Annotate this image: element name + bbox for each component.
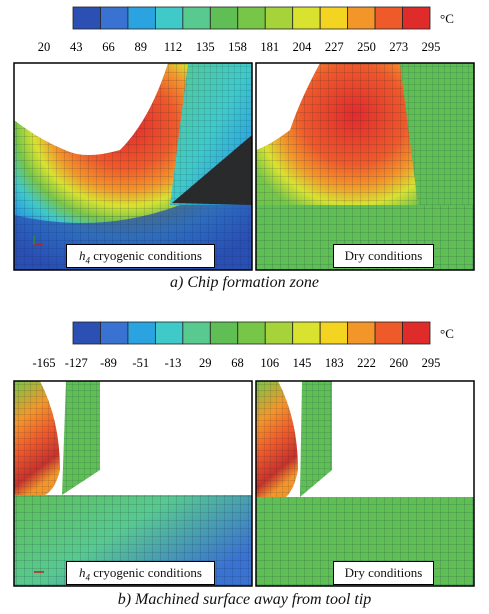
- panel-b-cryogenic-label: h4 cryogenic conditions: [66, 561, 215, 585]
- colorbar-tick-label: 204: [293, 40, 313, 54]
- colorbar-swatch: [319, 6, 349, 30]
- colorbar-tick-label: 29: [199, 356, 212, 370]
- colorbar-b-ticks: -165 -127 -89 -51 -13 29 68 106 145 183 222 260 295: [33, 356, 441, 370]
- colorbar-a-unit: °C: [440, 11, 454, 26]
- colorbar-tick-label: -51: [132, 356, 149, 370]
- colorbar-swatch: [402, 6, 431, 30]
- colorbar-swatch: [100, 6, 129, 30]
- colorbar-tick-label: 227: [325, 40, 344, 54]
- colorbar-b-unit: °C: [440, 326, 454, 341]
- panel-a-cryogenic: [13, 62, 253, 271]
- colorbar-tick-label: 68: [231, 356, 244, 370]
- colorbar-swatch: [154, 321, 184, 345]
- colorbar-swatch: [264, 321, 294, 345]
- h-symbol: h: [79, 248, 86, 263]
- colorbar-tick-label: 260: [389, 356, 408, 370]
- colorbar-swatch: [182, 6, 211, 30]
- h-subscript: 4: [85, 572, 91, 583]
- h-symbol: h: [79, 565, 86, 580]
- colorbar-tick-label: 273: [389, 40, 408, 54]
- colorbar-a-ticks: 20 43 66 89 112 135 158 181 204 227 250 273 295: [38, 40, 441, 54]
- colorbar-tick-label: 89: [135, 40, 148, 54]
- label-text: Dry conditions: [344, 565, 423, 580]
- colorbar-tick-label: 183: [325, 356, 344, 370]
- colorbar-tick-label: 135: [196, 40, 215, 54]
- colorbar-swatch: [72, 321, 101, 345]
- colorbar-tick-label: 145: [293, 356, 312, 370]
- colorbar-swatch: [319, 321, 349, 345]
- label-text: cryogenic conditions: [93, 565, 202, 580]
- label-text: Dry conditions: [344, 248, 423, 263]
- colorbar-swatch: [209, 6, 239, 30]
- colorbar-tick-label: 66: [102, 40, 115, 54]
- colorbar-tick-label: -165: [33, 356, 56, 370]
- colorbar-tick-label: 295: [422, 356, 441, 370]
- colorbar-tick-label: 222: [357, 356, 376, 370]
- colorbar-swatch: [347, 321, 376, 345]
- colorbar-swatch: [292, 6, 321, 30]
- colorbar-swatch: [347, 6, 376, 30]
- colorbar-swatch: [182, 321, 211, 345]
- panel-b-dry: [255, 380, 475, 587]
- colorbar-tick-label: 295: [422, 40, 441, 54]
- colorbar-swatch: [127, 6, 156, 30]
- colorbar-tick-label: 20: [38, 40, 51, 54]
- colorbar-swatch: [127, 321, 156, 345]
- panel-a-cryogenic-label: h4 cryogenic conditions: [66, 244, 215, 268]
- colorbar-swatch: [402, 321, 431, 345]
- colorbar-swatch: [209, 321, 239, 345]
- colorbar-b: [72, 321, 431, 345]
- colorbar-swatch: [292, 321, 321, 345]
- panel-a-dry: [255, 62, 475, 271]
- colorbar-swatch: [72, 6, 101, 30]
- colorbar-tick-label: 43: [70, 40, 83, 54]
- colorbar-tick-label: 158: [228, 40, 247, 54]
- colorbar-tick-label: 181: [260, 40, 279, 54]
- colorbar-tick-label: 106: [260, 356, 279, 370]
- label-text: cryogenic conditions: [93, 248, 202, 263]
- colorbar-tick-label: -13: [165, 356, 182, 370]
- colorbar-tick-label: -89: [100, 356, 117, 370]
- colorbar-a: [72, 6, 431, 30]
- colorbar-tick-label: 112: [164, 40, 182, 54]
- colorbar-swatch: [237, 321, 266, 345]
- colorbar-tick-label: -127: [65, 356, 88, 370]
- panel-b-cryogenic: [13, 380, 253, 587]
- colorbar-swatch: [154, 6, 184, 30]
- colorbar-tick-label: 250: [357, 40, 376, 54]
- colorbar-swatch: [100, 321, 129, 345]
- colorbar-swatch: [264, 6, 294, 30]
- caption-a: a) Chip formation zone: [170, 274, 319, 291]
- panel-b-dry-label: Dry conditions: [333, 561, 434, 585]
- panel-a-dry-label: Dry conditions: [333, 244, 434, 268]
- colorbar-swatch: [237, 6, 266, 30]
- colorbar-swatch: [374, 321, 403, 345]
- caption-b: b) Machined surface away from tool tip: [117, 591, 372, 608]
- colorbar-swatch: [374, 6, 403, 30]
- h-subscript: 4: [85, 255, 91, 266]
